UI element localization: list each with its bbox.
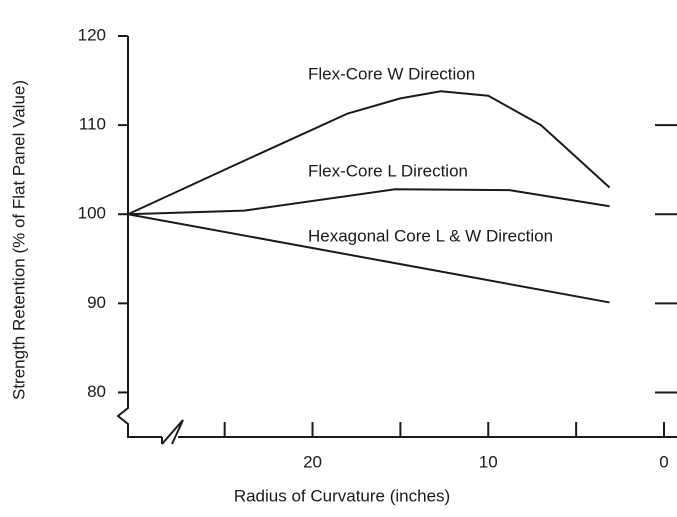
- x-tick-label: 10: [479, 452, 498, 471]
- annotation: Flex-Core W Direction: [308, 64, 475, 83]
- y-tick-label: 90: [87, 293, 106, 312]
- x-tick-label: 20: [303, 452, 322, 471]
- y-tick-label: 120: [78, 25, 106, 44]
- x-axis: [161, 419, 677, 445]
- series-line: [127, 213, 610, 304]
- series-line: [127, 90, 611, 216]
- x-tick-label: 0: [659, 452, 668, 471]
- y-tick-label: 110: [79, 115, 106, 134]
- x-axis-label: Radius of Curvature (inches): [234, 486, 450, 505]
- y-axis-label: Strength Retention (% of Flat Panel Valu…: [9, 80, 28, 400]
- y-tick-label: 100: [78, 204, 106, 223]
- annotation: Flex-Core L Direction: [308, 161, 468, 180]
- annotation: Hexagonal Core L & W Direction: [308, 226, 553, 245]
- series-line: [127, 188, 610, 216]
- y-tick-label: 80: [87, 382, 106, 401]
- y-axis: [116, 36, 162, 438]
